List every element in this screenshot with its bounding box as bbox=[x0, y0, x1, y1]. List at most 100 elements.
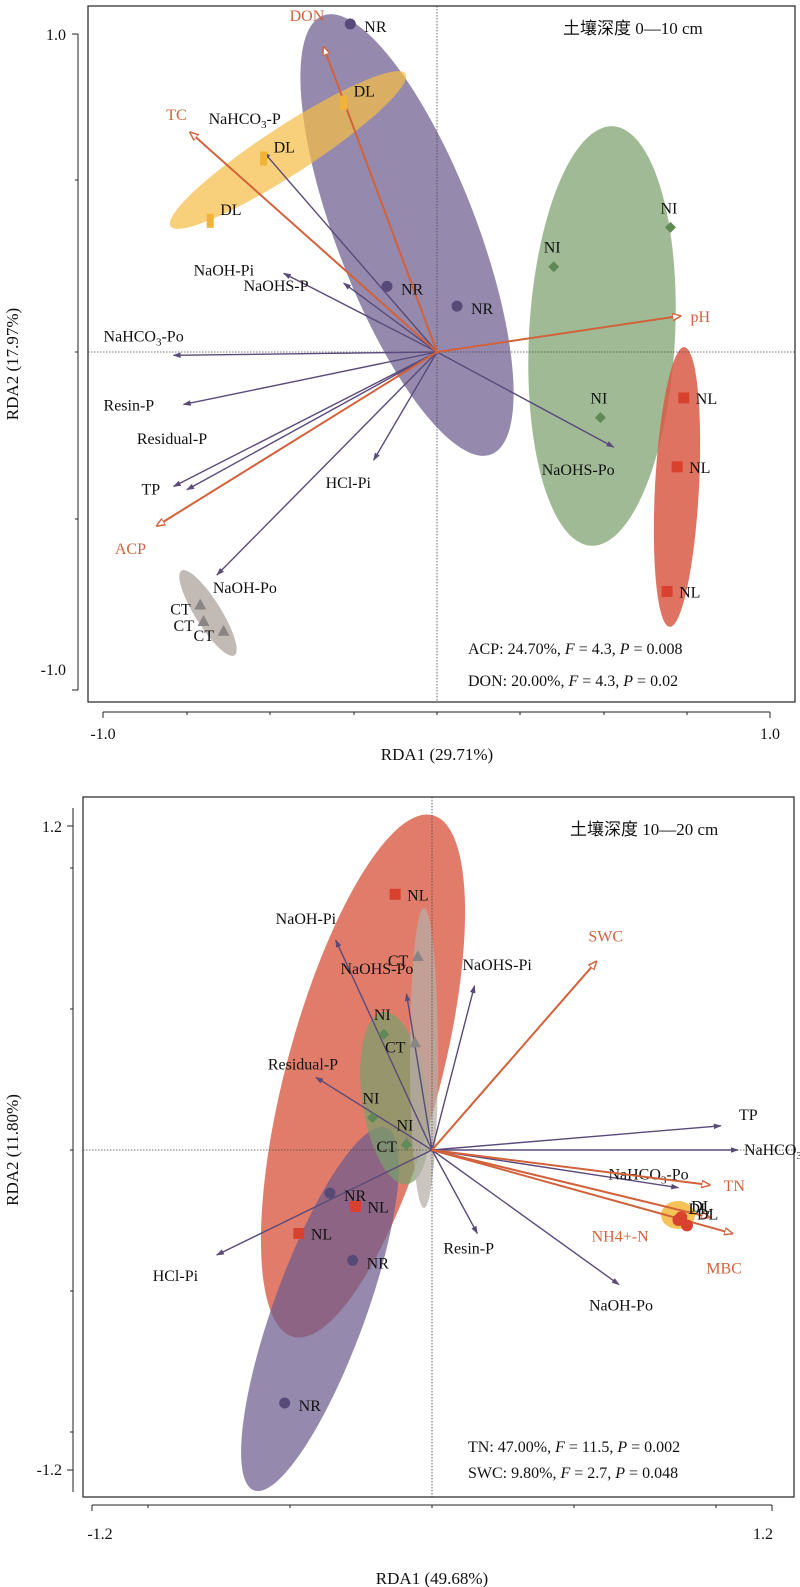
sample-label-ni: NI bbox=[590, 391, 607, 408]
stat-var: TN bbox=[468, 1439, 490, 1456]
sample-label-ct: CT bbox=[388, 953, 409, 970]
vector-label-resin-p: Resin-P bbox=[104, 397, 155, 414]
vector-label-nahco3-p: NaHCO3-P bbox=[209, 111, 281, 131]
depth-title: 土壤深度 0—10 cm bbox=[563, 18, 703, 38]
sample-label-ct: CT bbox=[385, 1039, 406, 1056]
stat-sep: , bbox=[557, 641, 565, 658]
sample-label-ni: NI bbox=[397, 1118, 414, 1135]
sample-nr bbox=[324, 1187, 336, 1199]
env-vector-label-swc: SWC bbox=[588, 929, 623, 946]
env-vector-label-nh4-n: NH4+-N bbox=[592, 1228, 649, 1245]
vector-label-naoh-pi: NaOH-Pi bbox=[276, 911, 337, 928]
vector-tp bbox=[431, 1123, 722, 1151]
stat-p-value: 0.02 bbox=[650, 673, 678, 690]
vector-label-residual-p: Residual-P bbox=[137, 431, 207, 448]
y-tick-label-max: 1.0 bbox=[46, 27, 66, 44]
sample-ni bbox=[664, 221, 676, 233]
stat-sep: , bbox=[552, 1465, 560, 1482]
vector-label-naohs-po: NaOHS-Po bbox=[341, 961, 414, 978]
y-tick-label-max: 1.2 bbox=[42, 819, 62, 836]
stat-line-don: DON: 20.00%, F = 4.3, P = 0.02 bbox=[468, 673, 678, 690]
env-vector-label-acp: ACP bbox=[115, 541, 146, 558]
stat-line-swc: SWC: 9.80%, F = 2.7, P = 0.048 bbox=[468, 1465, 678, 1482]
sample-label-ni: NI bbox=[374, 1007, 391, 1024]
vector-label-hcl-pi: HCl-Pi bbox=[326, 475, 372, 492]
sample-ni bbox=[548, 261, 560, 273]
sample-label-ni: NI bbox=[544, 240, 561, 257]
sample-label-nl: NL bbox=[679, 584, 700, 601]
sample-label-dl: DL bbox=[697, 1206, 718, 1223]
stat-sep: , bbox=[612, 641, 620, 658]
ellipse-nl bbox=[653, 347, 701, 627]
stat-var: ACP bbox=[468, 641, 499, 658]
stat-p-symbol: P bbox=[614, 1465, 625, 1482]
vector-label-naohs-pi: NaOHS-Pi bbox=[462, 957, 532, 974]
vector-label-naoh-po: NaOH-Po bbox=[589, 1298, 653, 1315]
sample-label-ct: CT bbox=[377, 1139, 398, 1156]
env-vector-acp bbox=[157, 351, 438, 526]
stat-p-value: 0.008 bbox=[647, 641, 683, 658]
vector-naoh-po bbox=[431, 1149, 620, 1286]
sample-label-dl: DL bbox=[354, 84, 375, 101]
sample-nr bbox=[279, 1397, 291, 1409]
vector-hcl-pi bbox=[215, 1149, 433, 1256]
vector-naohs-po bbox=[436, 351, 615, 448]
sample-label-nr: NR bbox=[344, 1188, 367, 1205]
sample-ct bbox=[197, 614, 210, 626]
sample-label-nr: NR bbox=[471, 301, 494, 318]
sample-label-nl: NL bbox=[696, 391, 717, 408]
phosphorus-vectors: NaOH-Pi NaOHS-Pi NaOHS-Po Residual-P TP NaHCO… bbox=[153, 911, 800, 1315]
sample-label-ni: NI bbox=[363, 1091, 380, 1108]
sample-nl bbox=[350, 1201, 362, 1213]
env-vector-tc bbox=[190, 132, 438, 353]
vector-label-tp: TP bbox=[739, 1107, 758, 1124]
vector-label-naoh-pi: NaOH-Pi bbox=[194, 262, 255, 279]
vector-resin-p bbox=[182, 351, 438, 406]
stat-eq: = bbox=[575, 641, 592, 658]
vector-hcl-pi bbox=[373, 351, 438, 461]
vector-tp bbox=[172, 351, 438, 488]
vector-nahco3-p bbox=[263, 151, 438, 353]
sample-dl bbox=[260, 151, 268, 166]
stat-f-symbol: F bbox=[567, 673, 578, 690]
stat-pct: 47.00% bbox=[498, 1439, 547, 1456]
vector-label-resin-p: Resin-P bbox=[443, 1240, 494, 1257]
vector-naoh-pi bbox=[335, 939, 433, 1151]
ellipse-nr bbox=[300, 14, 514, 456]
stat-pct: 24.70% bbox=[508, 641, 557, 658]
stat-colon: : bbox=[503, 673, 511, 690]
panel-bottom: NaOH-Pi NaOHS-Pi NaOHS-Po Residual-P TP NaHCO… bbox=[3, 796, 800, 1587]
env-vector-label-tc: TC bbox=[166, 107, 186, 124]
sample-ct bbox=[409, 1036, 422, 1048]
y-tick-label-min: -1.0 bbox=[41, 662, 66, 679]
stat-colon: : bbox=[499, 641, 507, 658]
vector-naoh-pi bbox=[282, 272, 438, 353]
stat-var: SWC bbox=[468, 1465, 503, 1482]
environment-vectors: SWC TN NH4+-N MBC bbox=[431, 929, 745, 1277]
sample-label-nr: NR bbox=[364, 19, 387, 36]
plot-frame bbox=[87, 5, 796, 703]
vector-label-naoh-po: NaOH-Po bbox=[213, 580, 277, 597]
x-tick-label-min: -1.0 bbox=[90, 726, 115, 743]
x-tick-label-max: 1.0 bbox=[760, 726, 780, 743]
sample-nl bbox=[389, 888, 401, 900]
stat-pct: 9.80% bbox=[511, 1465, 552, 1482]
sample-label-nr: NR bbox=[401, 281, 424, 298]
sample-label-nl: NL bbox=[689, 460, 710, 477]
stat-line-acp: ACP: 24.70%, F = 4.3, P = 0.008 bbox=[468, 641, 683, 658]
y-axis-title: RDA2 (11.80%) bbox=[3, 1094, 22, 1206]
stat-f-value: 4.3 bbox=[595, 673, 615, 690]
vector-nahco3-po bbox=[172, 351, 438, 358]
sample-dl bbox=[206, 213, 214, 228]
vector-naohs-po bbox=[404, 993, 433, 1151]
env-vector-swc bbox=[431, 962, 596, 1151]
vector-label-naohs-p: NaOHS-P bbox=[244, 278, 309, 295]
sample-ct bbox=[194, 598, 207, 610]
env-vector-label-don: DON bbox=[290, 8, 325, 25]
env-vector-tn bbox=[431, 1149, 710, 1185]
sample-nl bbox=[661, 585, 673, 597]
